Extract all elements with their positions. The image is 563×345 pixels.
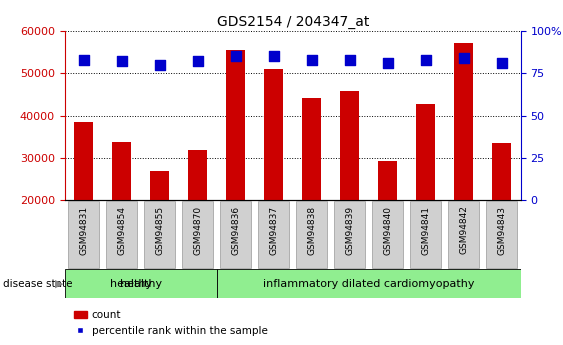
Point [79, 57, 88, 62]
Text: GSM94831: GSM94831 [79, 206, 88, 255]
FancyBboxPatch shape [144, 201, 175, 268]
FancyBboxPatch shape [220, 201, 251, 268]
FancyBboxPatch shape [68, 201, 99, 268]
Point [269, 54, 278, 59]
Legend: count, percentile rank within the sample: count, percentile rank within the sample [70, 306, 272, 340]
Point [459, 55, 468, 61]
FancyBboxPatch shape [296, 201, 327, 268]
Text: GSM94839: GSM94839 [345, 206, 354, 255]
Text: GSM94841: GSM94841 [421, 206, 430, 255]
Bar [150, 171, 169, 200]
Text: GSM94836: GSM94836 [231, 206, 240, 255]
Bar [74, 122, 93, 200]
Text: GSM94870: GSM94870 [193, 206, 202, 255]
Text: GSM94842: GSM94842 [459, 206, 468, 255]
Text: inflammatory dilated cardiomyopathy: inflammatory dilated cardiomyopathy [263, 279, 475, 289]
FancyBboxPatch shape [334, 201, 365, 268]
FancyBboxPatch shape [182, 201, 213, 268]
FancyBboxPatch shape [486, 201, 517, 268]
Point [193, 59, 202, 64]
FancyBboxPatch shape [372, 201, 403, 268]
Bar [454, 43, 473, 200]
Bar [416, 104, 435, 200]
Text: disease state: disease state [3, 279, 72, 289]
FancyBboxPatch shape [65, 269, 217, 298]
Bar [378, 161, 397, 200]
Bar [112, 142, 131, 200]
Bar [264, 69, 283, 200]
Point [383, 60, 392, 66]
Text: healthy: healthy [110, 279, 153, 289]
Point [345, 57, 354, 62]
Text: GSM94855: GSM94855 [155, 206, 164, 255]
Title: GDS2154 / 204347_at: GDS2154 / 204347_at [217, 14, 369, 29]
Bar [340, 91, 359, 200]
Text: GSM94838: GSM94838 [307, 206, 316, 255]
Point [421, 57, 430, 62]
Text: healthy: healthy [120, 279, 162, 289]
FancyBboxPatch shape [448, 201, 479, 268]
Text: GSM94854: GSM94854 [117, 206, 126, 255]
FancyBboxPatch shape [410, 201, 441, 268]
Bar [188, 150, 207, 200]
Text: ▶: ▶ [55, 279, 64, 289]
FancyBboxPatch shape [258, 201, 289, 268]
FancyBboxPatch shape [217, 269, 521, 298]
Text: GSM94843: GSM94843 [497, 206, 506, 255]
Point [117, 59, 126, 64]
Point [307, 57, 316, 62]
Bar [226, 50, 245, 200]
Point [231, 54, 240, 59]
Bar [302, 98, 321, 200]
Point [497, 60, 506, 66]
Text: GSM94840: GSM94840 [383, 206, 392, 255]
Bar [492, 143, 511, 200]
FancyBboxPatch shape [106, 201, 137, 268]
Point [155, 62, 164, 68]
Text: GSM94837: GSM94837 [269, 206, 278, 255]
